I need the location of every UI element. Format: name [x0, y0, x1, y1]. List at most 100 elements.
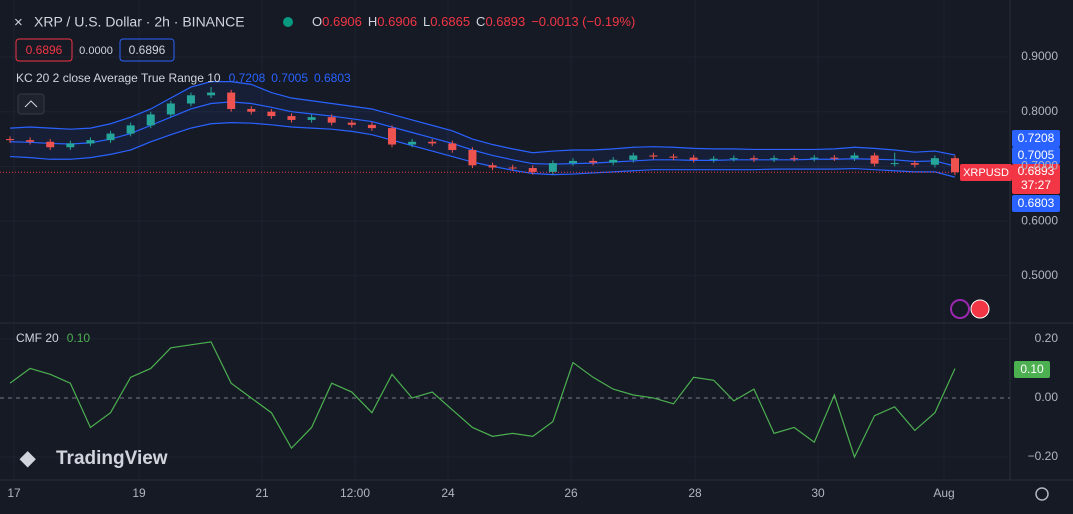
- candle-body: [347, 122, 356, 125]
- candle-body: [247, 108, 256, 112]
- candle-body: [448, 143, 457, 150]
- candle-body: [770, 158, 779, 160]
- candle-body: [528, 168, 537, 172]
- candle-body: [810, 157, 819, 159]
- candle-body: [629, 155, 638, 160]
- indicator-value: 0.6803: [314, 71, 351, 85]
- candle-body: [729, 158, 738, 160]
- candle-body: [106, 133, 115, 141]
- x-tick-label: 26: [564, 486, 578, 500]
- candle-body: [649, 155, 658, 157]
- candle-body: [468, 149, 477, 166]
- y-tick-label: 0.20: [1035, 331, 1059, 345]
- ohlc-value: 0.6906: [377, 14, 417, 29]
- buy-price: 0.6896: [129, 43, 166, 57]
- buy-box[interactable]: [119, 38, 175, 62]
- flag-icon[interactable]: [970, 299, 990, 319]
- band-upper: [9, 81, 956, 156]
- candle-body: [709, 158, 718, 160]
- x-tick-label: 19: [132, 486, 146, 500]
- y-tick-label: 0.9000: [1021, 49, 1058, 63]
- lower-label-box: [1012, 195, 1060, 212]
- cmf-label-box: [1014, 361, 1050, 378]
- plot: [0, 81, 1010, 459]
- last-label-box: [1012, 164, 1060, 194]
- candle-body: [6, 139, 14, 141]
- sell-box[interactable]: [15, 38, 73, 62]
- y-tick-label: 0.00: [1035, 390, 1059, 404]
- x-tick-label: 30: [811, 486, 825, 500]
- lower-label: 0.6803: [1018, 196, 1055, 210]
- ohlc-key: C: [476, 14, 485, 29]
- candle-body: [689, 157, 698, 160]
- last-price: 0.6893: [1018, 164, 1055, 178]
- ohlc-value: 0.6906: [322, 14, 362, 29]
- candle-body: [609, 159, 618, 163]
- sell-price: 0.6896: [26, 43, 63, 57]
- candle-body: [568, 160, 577, 164]
- settings-icon[interactable]: [1035, 487, 1049, 501]
- candle-body: [126, 125, 135, 134]
- y-tick-label: −0.20: [1028, 449, 1059, 463]
- candle-body: [951, 158, 959, 173]
- candle-body: [267, 111, 276, 117]
- candle-body: [548, 163, 557, 172]
- candle-body: [508, 167, 517, 169]
- candle-body: [669, 156, 678, 158]
- logo: TradingView: [56, 448, 168, 469]
- candle-body: [870, 155, 879, 164]
- candle-body: [850, 155, 859, 159]
- candle-body: [408, 141, 417, 145]
- cmf-line: [9, 341, 956, 459]
- middle-label-box: [1012, 147, 1060, 164]
- ohlc-value: 0.6893: [485, 14, 525, 29]
- symbol-label-box: [960, 164, 1012, 181]
- close-icon[interactable]: ×: [14, 14, 23, 31]
- upper-label: 0.7208: [1018, 131, 1055, 145]
- candle-body: [790, 158, 799, 160]
- candle-body: [66, 143, 75, 148]
- candle-body: [146, 114, 155, 126]
- candle-body: [749, 158, 758, 160]
- ohlc-key: H: [368, 14, 377, 29]
- x-tick-label: 24: [441, 486, 455, 500]
- cmf-label: 0.10: [1020, 362, 1044, 376]
- candle-body: [910, 163, 919, 165]
- candle-body: [287, 116, 296, 120]
- market-status: [283, 17, 293, 27]
- cmf-value: 0.10: [67, 331, 91, 345]
- candle-body: [227, 92, 236, 109]
- candle-body: [46, 141, 55, 148]
- countdown: 37:27: [1021, 178, 1051, 192]
- change: −0.0013 (−0.19%): [531, 14, 635, 29]
- indicator-value: 0.7005: [271, 71, 308, 85]
- events-icon[interactable]: [950, 299, 970, 319]
- x-tick-label: 17: [7, 486, 21, 500]
- symbol-title[interactable]: XRP / U.S. Dollar · 2h · BINANCE: [34, 14, 245, 30]
- x-tick-label: 21: [255, 486, 269, 500]
- symbol-label: XRPUSD: [963, 167, 1009, 179]
- y-tick-label: 0.8000: [1021, 104, 1058, 118]
- candle-body: [830, 157, 839, 159]
- cmf-name: CMF 20: [16, 331, 59, 345]
- ohlc-value: 0.6865: [430, 14, 470, 29]
- candle-body: [207, 92, 216, 96]
- x-tick-label: Aug: [933, 486, 954, 500]
- y-tick-label: 0.7000: [1021, 159, 1058, 173]
- candle-body: [589, 160, 598, 163]
- candle-body: [930, 158, 939, 165]
- collapse-icon: [24, 100, 38, 108]
- indicator-name: KC 20 2 close Average True Range 10: [16, 71, 221, 85]
- candle-body: [186, 95, 195, 104]
- y-tick-label: 0.5000: [1021, 268, 1058, 282]
- collapse-button[interactable]: [17, 93, 45, 115]
- grid: [0, 0, 1010, 480]
- candle-body: [86, 140, 95, 144]
- band-fill: [10, 81, 955, 178]
- band-lower: [9, 122, 956, 178]
- ohlc-key: O: [312, 14, 322, 29]
- x-tick-label: 12:00: [340, 486, 370, 500]
- upper-label-box: [1012, 130, 1060, 147]
